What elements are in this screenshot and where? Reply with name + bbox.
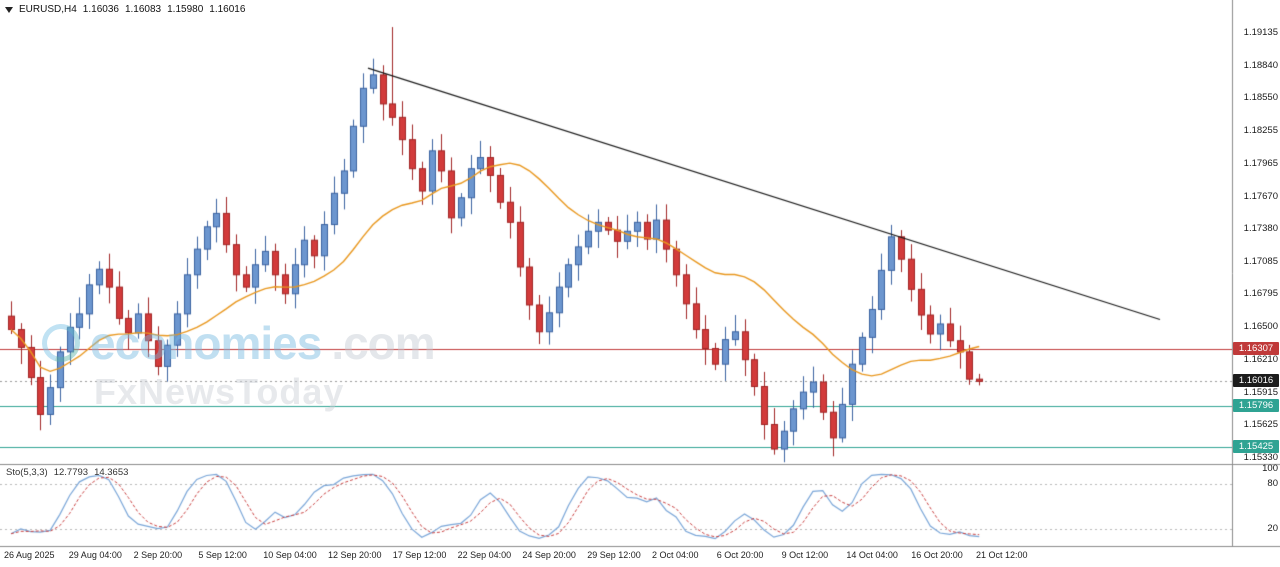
price-axis-tick: 1.15625: [1243, 419, 1278, 431]
indicator-axis-tick: 100: [1262, 463, 1278, 474]
indicator-d-value: 14.3653: [94, 467, 129, 478]
quote-low: 1.15980: [167, 4, 204, 15]
time-axis-label: 12 Sep 20:00: [328, 550, 382, 560]
resistance-line-tag[interactable]: 1.16307: [1233, 341, 1279, 355]
time-axis-label: 6 Oct 20:00: [716, 550, 764, 560]
indicator-axis-tick: 20: [1267, 523, 1278, 534]
time-axis-label: 2 Sep 20:00: [133, 550, 183, 560]
price-axis-tick: 1.15915: [1243, 386, 1278, 398]
price-axis-tick: 1.15330: [1243, 452, 1278, 463]
symbol-label: EURUSD,H4: [19, 4, 77, 15]
time-axis-label: 16 Oct 20:00: [911, 550, 963, 560]
price-axis-tick: 1.17380: [1243, 223, 1278, 235]
price-axis-tick: 1.16795: [1243, 288, 1278, 300]
time-axis-label: 17 Sep 12:00: [392, 550, 447, 560]
price-axis-tick: 1.17670: [1243, 190, 1278, 202]
current-price-tag[interactable]: 1.16016: [1233, 374, 1279, 388]
quote-open: 1.16036: [82, 4, 119, 15]
price-axis-tick: 1.17085: [1243, 255, 1278, 267]
indicator-k-value: 12.7793: [53, 467, 89, 478]
price-axis-tick: 1.16500: [1243, 321, 1278, 333]
price-axis-tick: 1.19135: [1243, 27, 1278, 38]
support-line-2-tag[interactable]: 1.15425: [1233, 440, 1279, 454]
time-axis-label: 10 Sep 04:00: [263, 550, 317, 560]
time-axis-label: 2 Oct 04:00: [652, 550, 699, 560]
price-axis-tick: 1.18550: [1243, 92, 1278, 104]
support-line-1-tag[interactable]: 1.15796: [1233, 398, 1279, 412]
time-axis-label: 9 Oct 12:00: [781, 550, 829, 560]
time-axis-label: 21 Oct 12:00: [976, 550, 1028, 560]
quote-bar: EURUSD,H4 1.16036 1.16083 1.15980 1.1601…: [5, 4, 245, 15]
price-axis-tick: 1.17965: [1243, 157, 1278, 169]
time-axis-label: 22 Sep 04:00: [457, 550, 512, 560]
price-axis-tick: 1.18840: [1243, 59, 1278, 71]
time-axis-label: 14 Oct 04:00: [846, 550, 898, 560]
quote-high: 1.16083: [124, 4, 162, 15]
time-axis-label: 29 Aug 04:00: [68, 550, 122, 560]
indicator-name: Sto(5,3,3): [6, 467, 48, 478]
quote-close: 1.16016: [209, 4, 246, 15]
price-axis-tick: 1.16210: [1243, 353, 1278, 365]
symbol-marker-icon: [5, 6, 13, 13]
indicator-axis-tick: 80: [1267, 478, 1278, 489]
time-axis-label: 24 Sep 20:00: [522, 550, 576, 560]
price-axis-tick: 1.18255: [1243, 125, 1278, 137]
time-axis-label: 29 Sep 12:00: [587, 550, 641, 560]
indicator-label: Sto(5,3,3) 12.7793 14.3653: [6, 467, 128, 478]
time-axis-label: 26 Aug 2025: [4, 550, 55, 560]
time-axis-label: 5 Sep 12:00: [198, 550, 247, 560]
